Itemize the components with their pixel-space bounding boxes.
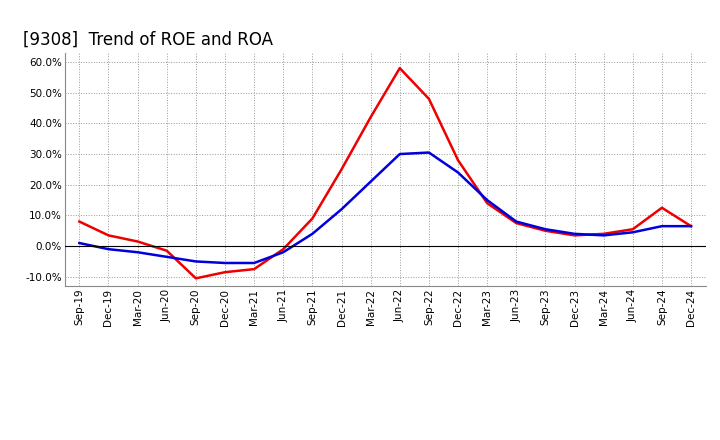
ROA [657, 224, 666, 229]
ROA [512, 219, 521, 224]
ROE [163, 248, 171, 253]
ROA [337, 207, 346, 212]
ROA [454, 170, 462, 175]
ROE [425, 96, 433, 102]
ROA [75, 240, 84, 246]
ROA [629, 230, 637, 235]
ROA [220, 260, 229, 266]
ROE [192, 276, 200, 281]
ROA [163, 254, 171, 260]
ROE [541, 228, 550, 233]
ROA [483, 198, 492, 203]
ROA [425, 150, 433, 155]
ROA [570, 231, 579, 236]
ROA [395, 151, 404, 157]
ROA [104, 246, 113, 252]
ROA [279, 249, 287, 255]
ROA [687, 224, 696, 229]
ROE [308, 216, 317, 221]
ROE [512, 220, 521, 226]
Line: ROE: ROE [79, 68, 691, 279]
ROE [220, 270, 229, 275]
ROE [687, 224, 696, 229]
Text: [9308]  Trend of ROE and ROA: [9308] Trend of ROE and ROA [23, 30, 273, 48]
ROA [250, 260, 258, 266]
ROE [629, 227, 637, 232]
ROA [192, 259, 200, 264]
ROE [133, 239, 142, 244]
ROA [599, 233, 608, 238]
ROE [570, 233, 579, 238]
ROE [104, 233, 113, 238]
Line: ROA: ROA [79, 153, 691, 263]
ROE [279, 246, 287, 252]
ROE [454, 158, 462, 163]
ROA [541, 227, 550, 232]
ROE [599, 231, 608, 236]
ROE [657, 205, 666, 210]
ROE [337, 167, 346, 172]
ROA [133, 249, 142, 255]
ROE [366, 114, 375, 120]
ROE [395, 66, 404, 71]
ROE [483, 201, 492, 206]
ROA [366, 179, 375, 184]
ROE [250, 267, 258, 272]
ROE [75, 219, 84, 224]
ROA [308, 231, 317, 236]
